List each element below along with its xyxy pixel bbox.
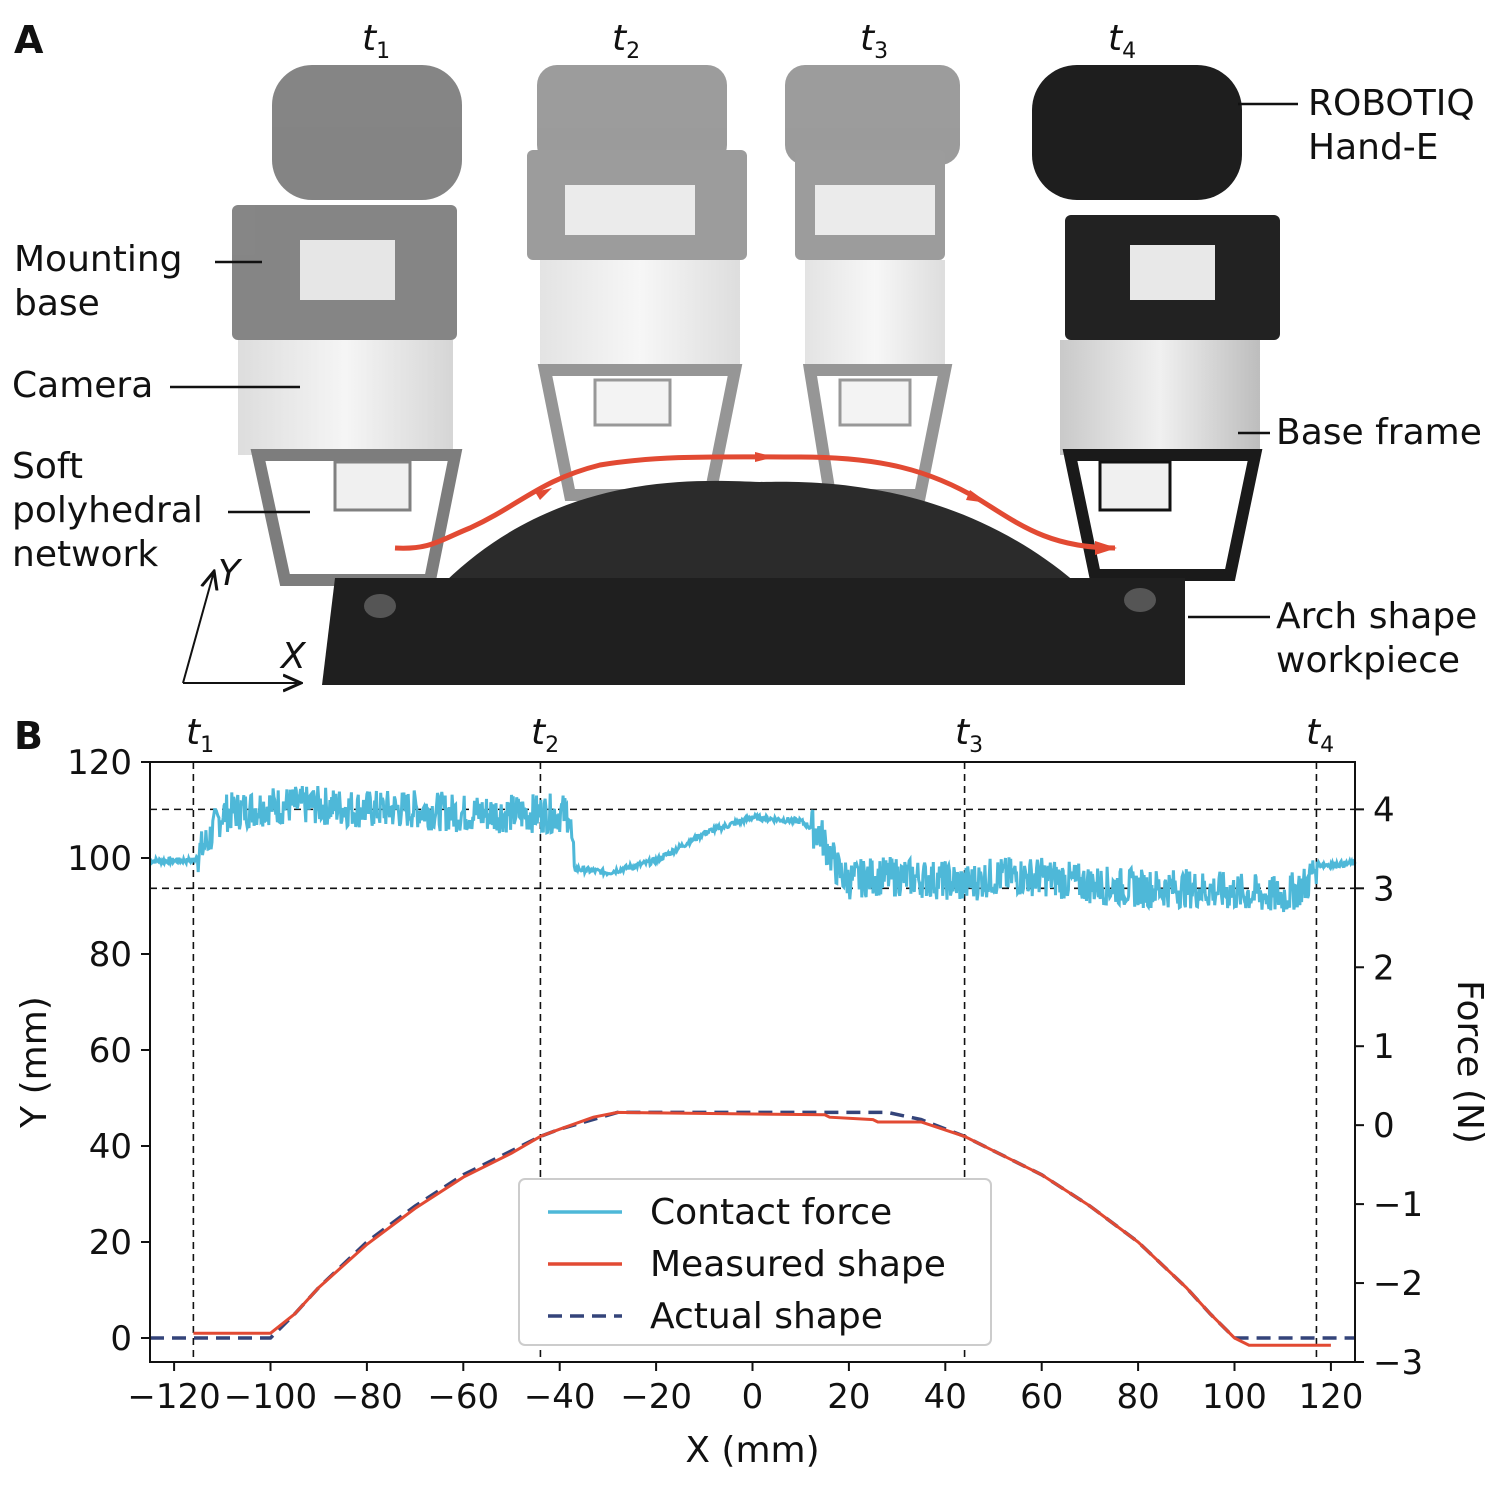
trajectory-path <box>394 452 1117 555</box>
y-tick-label: 60 <box>89 1031 132 1071</box>
y-tick-label: 20 <box>89 1223 132 1263</box>
y-tick-label: 80 <box>89 935 132 975</box>
axis-label-x-photo: X <box>281 636 306 677</box>
x-tick-label: −100 <box>224 1377 317 1417</box>
y2-tick-label: 4 <box>1373 790 1395 830</box>
x-tick-label: 80 <box>1116 1377 1159 1417</box>
series-measured-shape <box>193 1110 1331 1347</box>
legend-box <box>518 1178 992 1346</box>
y2-tick-label: −1 <box>1373 1185 1423 1225</box>
callout-soft-network: Soft polyhedral network <box>12 446 203 575</box>
x-tick-label: 60 <box>1020 1377 1063 1417</box>
shape-force-chart: −120 −100 −80 −60 −40 −20 0 20 40 60 80 100 12002040… <box>14 743 1490 1471</box>
panel-b: B t1 t2 t3 t4 −120 −100 −80 −60 −40 −20 0 20 40 6… <box>0 700 1500 1500</box>
y2-tick-label: 3 <box>1373 869 1395 909</box>
legend-entry: Measured shape <box>650 1244 946 1285</box>
arch-workpiece <box>322 480 1185 685</box>
gripper-snapshot-1 <box>232 65 463 586</box>
series-contact-force <box>149 785 1357 913</box>
y-tick-label: 100 <box>67 839 132 879</box>
time-label-t1: t1 <box>362 18 391 65</box>
x-tick-label: 120 <box>1298 1377 1363 1417</box>
gripper-snapshot-3 <box>785 65 960 501</box>
time-label-t2: t2 <box>612 18 641 65</box>
y-axis-label: Y (mm) <box>14 996 55 1129</box>
time-label-t3: t3 <box>860 18 889 65</box>
callout-base-frame: Base frame <box>1276 412 1482 453</box>
plot-time-label-t3: t3 <box>955 712 984 759</box>
x-tick-label: 40 <box>924 1377 967 1417</box>
plot-time-label-t1: t1 <box>186 712 215 759</box>
x-tick-label: −80 <box>331 1377 403 1417</box>
panel-a: A <box>0 0 1500 700</box>
callout-workpiece: Arch shape workpiece <box>1276 596 1478 681</box>
gripper-snapshot-2 <box>527 65 747 501</box>
y2-tick-label: 1 <box>1373 1027 1395 1067</box>
gripper-snapshot-4 <box>1032 65 1280 581</box>
x-tick-label: 100 <box>1202 1377 1267 1417</box>
x-tick-label: 20 <box>827 1377 870 1417</box>
y2-tick-label: −2 <box>1373 1264 1423 1304</box>
x-tick-label: −60 <box>427 1377 499 1417</box>
y2-tick-label: 0 <box>1373 1106 1395 1146</box>
experiment-photo-illustration <box>170 65 1298 700</box>
xy-axes-icon <box>182 575 297 683</box>
panel-b-label: B <box>14 714 43 758</box>
callout-leader-lines <box>170 102 1298 619</box>
x-tick-label: 0 <box>742 1377 764 1417</box>
plot-time-label-t4: t4 <box>1306 712 1335 759</box>
x-tick-label: −20 <box>620 1377 692 1417</box>
callout-gripper: ROBOTIQ Hand-E <box>1308 83 1475 168</box>
legend-entry: Contact force <box>650 1192 892 1233</box>
x-tick-label: −40 <box>524 1377 596 1417</box>
time-label-t4: t4 <box>1108 18 1137 65</box>
y-tick-label: 120 <box>67 743 132 783</box>
x-tick-label: −120 <box>127 1377 220 1417</box>
callout-mounting-base: Mounting base <box>14 239 183 324</box>
y-tick-label: 0 <box>110 1319 132 1359</box>
plot-time-label-t2: t2 <box>531 712 560 759</box>
axis-label-y-photo: Y <box>218 553 240 594</box>
y2-tick-label: 2 <box>1373 948 1395 988</box>
y-tick-label: 40 <box>89 1127 132 1167</box>
y2-axis-label: Force (N) <box>1449 980 1490 1144</box>
x-axis-label: X (mm) <box>685 1430 819 1471</box>
callout-camera: Camera <box>12 365 154 406</box>
y2-tick-label: −3 <box>1373 1343 1423 1383</box>
legend-entry: Actual shape <box>650 1296 883 1337</box>
panel-a-label: A <box>14 18 44 62</box>
